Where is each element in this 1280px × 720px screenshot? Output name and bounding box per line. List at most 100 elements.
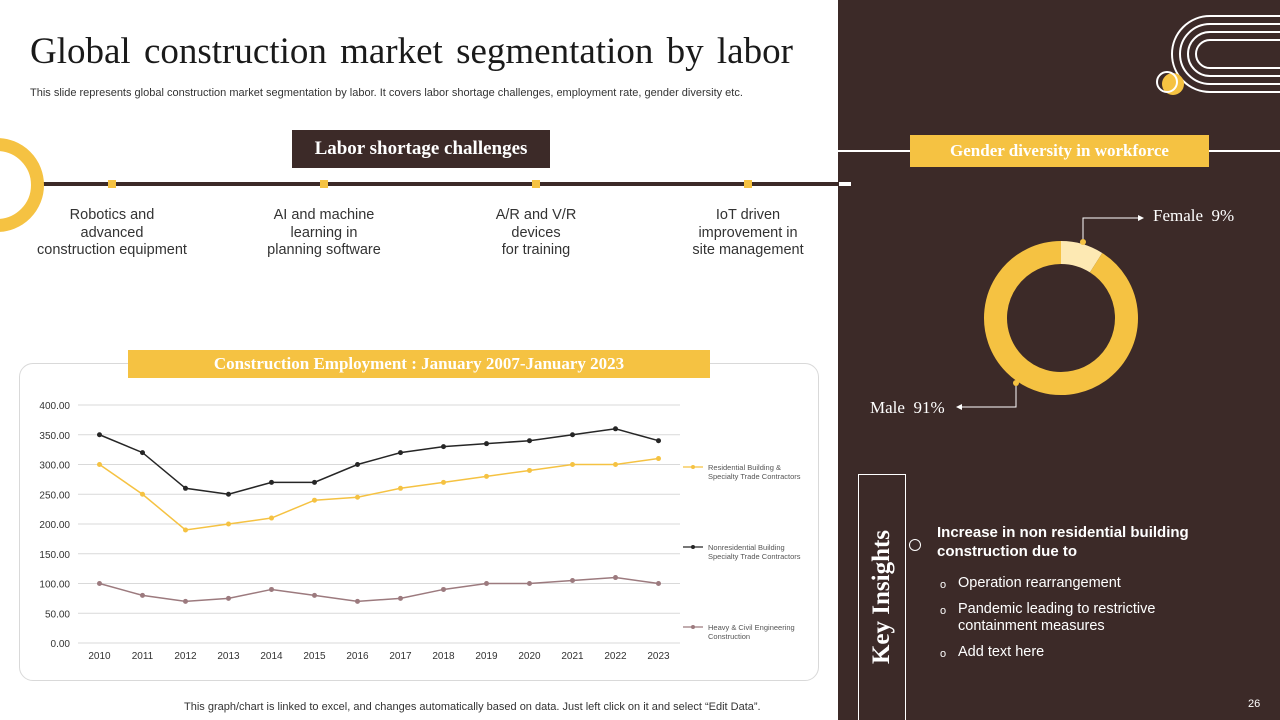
data-point — [97, 462, 102, 467]
y-tick-label: 150.00 — [39, 550, 70, 561]
chart-note: This graph/chart is linked to excel, and… — [184, 701, 761, 713]
y-tick-label: 250.00 — [39, 490, 70, 501]
data-point — [441, 479, 446, 485]
legend-label: Construction — [708, 632, 750, 641]
circle-bullet-icon: o — [940, 605, 947, 617]
page-subtitle: This slide represents global constructio… — [30, 87, 743, 99]
x-tick-label: 2015 — [303, 651, 326, 662]
donut-slice — [984, 241, 1138, 395]
x-tick-label: 2013 — [217, 651, 240, 662]
insight-item: o Add text here — [940, 644, 1198, 663]
data-point — [183, 527, 188, 533]
x-tick-label: 2022 — [604, 651, 627, 662]
female-arrowhead — [1138, 215, 1144, 221]
data-point — [140, 592, 145, 598]
data-point — [269, 586, 274, 592]
timeline-dot — [108, 180, 116, 188]
legend-label: Specialty Trade Contractors — [708, 552, 801, 561]
timeline-dot — [532, 180, 540, 188]
legend-label: Nonresidential Building — [708, 543, 785, 552]
circle-bullet-icon — [909, 539, 921, 551]
insight-text: Operation rearrangement — [958, 575, 1121, 591]
x-tick-label: 2023 — [647, 651, 670, 662]
page-number: 26 — [1248, 698, 1261, 710]
decorative-rings — [1156, 15, 1280, 95]
male-leader-line — [960, 383, 1017, 408]
x-tick-label: 2010 — [88, 651, 111, 662]
female-leader-line — [1082, 217, 1140, 242]
data-point — [570, 432, 575, 438]
x-tick-label: 2014 — [260, 651, 283, 662]
x-tick-label: 2021 — [561, 651, 584, 662]
data-point — [183, 598, 188, 604]
employment-line-chart: 0.00 50.00 100.00 150.00 200.00 250.00 300.00 3… — [39, 401, 801, 662]
chart-title: Construction Employment : January 2007-J… — [128, 350, 710, 378]
gender-diversity-title: Gender diversity in workforce — [910, 135, 1209, 167]
data-point — [269, 479, 274, 485]
male-label: Male 91% — [870, 398, 945, 418]
data-point — [140, 491, 145, 497]
data-point — [527, 467, 532, 473]
male-value: 91% — [913, 398, 945, 417]
challenge-ar-vr: A/R and V/R devices for training — [495, 207, 577, 258]
circle-bullet-icon: o — [940, 579, 947, 591]
y-tick-label: 100.00 — [39, 580, 70, 591]
challenge-ai-ml: AI and machine learning in planning soft… — [267, 207, 381, 258]
female-leader-dot — [1080, 239, 1086, 245]
y-tick-label: 400.00 — [39, 401, 70, 412]
female-value: 9% — [1211, 206, 1235, 225]
y-tick-label: 350.00 — [39, 431, 70, 442]
insight-item: o Pandemic leading to restrictive contain… — [940, 601, 1198, 635]
data-point — [527, 438, 532, 444]
data-point — [656, 581, 661, 586]
donut-slice — [1060, 241, 1103, 273]
page-title: Global construction market segmentation … — [30, 31, 793, 72]
data-point — [355, 494, 360, 500]
male-arrowhead — [956, 404, 962, 410]
y-tick-label: 50.00 — [45, 609, 70, 620]
data-point — [484, 473, 489, 479]
timeline-line — [0, 182, 850, 186]
legend-label: Specialty Trade Contractors — [708, 472, 801, 481]
x-tick-label: 2017 — [389, 651, 412, 662]
legend-label: Residential Building & — [708, 463, 781, 472]
data-point — [355, 462, 360, 467]
data-point — [656, 456, 661, 462]
chart-container — [19, 363, 819, 681]
legend-marker — [691, 545, 695, 549]
data-point — [312, 592, 317, 598]
key-insights-title: Key Insights — [868, 529, 895, 665]
data-point — [613, 462, 618, 467]
gender-donut-chart — [956, 215, 1144, 410]
circle-bullet-icon: o — [940, 648, 947, 660]
series-line — [99, 428, 659, 496]
x-tick-label: 2018 — [432, 651, 455, 662]
data-point — [183, 485, 188, 491]
data-point — [355, 598, 360, 604]
key-insights-frame — [858, 474, 906, 720]
data-point — [398, 595, 403, 601]
male-leader-dot — [1013, 380, 1019, 386]
data-point — [269, 515, 274, 521]
data-point — [656, 438, 661, 444]
data-point — [613, 575, 618, 581]
data-point — [312, 479, 317, 485]
timeline-dot — [744, 180, 752, 188]
data-point — [441, 586, 446, 592]
series-line — [99, 576, 659, 603]
insight-text: Add text here — [958, 644, 1045, 660]
challenge-robotics: Robotics and advanced construction equip… — [37, 207, 187, 258]
y-tick-label: 200.00 — [39, 520, 70, 531]
data-point — [570, 578, 575, 584]
insight-item: o Operation rearrangement — [940, 575, 1198, 594]
labor-shortage-title: Labor shortage challenges — [292, 130, 550, 168]
female-label: Female 9% — [1153, 206, 1234, 226]
y-tick-label: 0.00 — [51, 639, 71, 650]
key-insights-heading: Increase in non residential building con… — [937, 524, 1189, 560]
data-point — [97, 432, 102, 438]
y-tick-label: 300.00 — [39, 461, 70, 472]
timeline-dot — [320, 180, 328, 188]
male-label-text: Male — [870, 398, 905, 417]
x-tick-label: 2016 — [346, 651, 369, 662]
data-point — [312, 497, 317, 503]
